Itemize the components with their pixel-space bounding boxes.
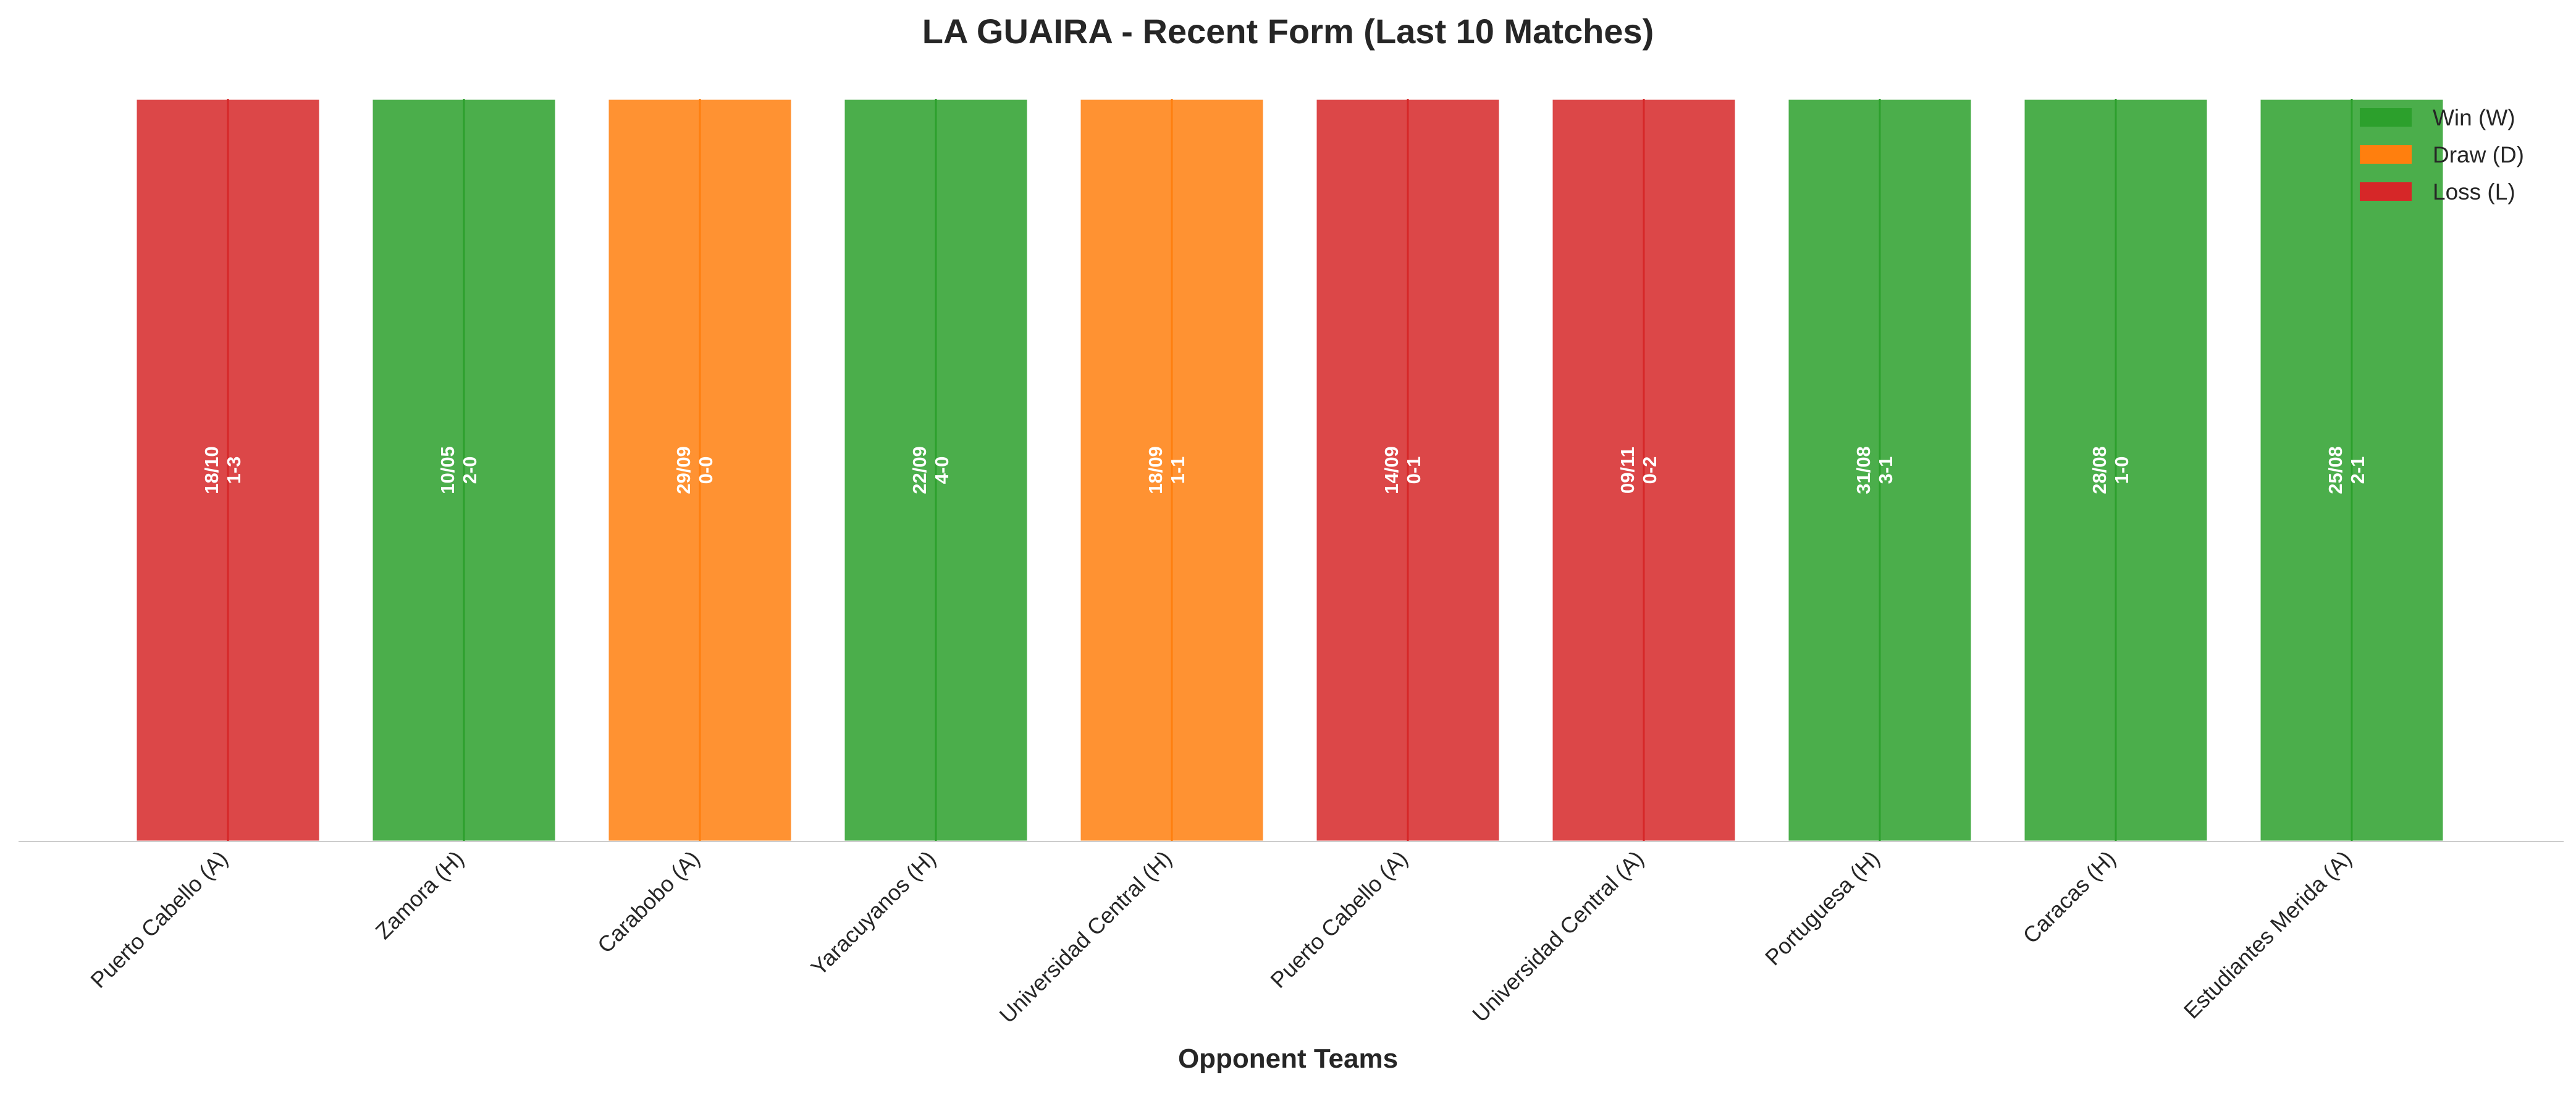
x-tick-label-3: Carabobo (A) (592, 846, 705, 958)
bar-date-label-1: 18/10 (201, 446, 222, 494)
legend-label-l: Loss (L) (2433, 179, 2515, 205)
x-axis-label: Opponent Teams (1178, 1044, 1398, 1074)
bar-date-label-6: 14/09 (1381, 446, 1402, 494)
bar-score-label-8: 3-1 (1875, 457, 1896, 484)
bar-score-label-3: 0-0 (695, 457, 717, 484)
legend-label-w: Win (W) (2433, 105, 2515, 130)
bar-score-label-2: 2-0 (459, 457, 481, 484)
x-tick-label-6: Puerto Cabello (A) (1265, 846, 1412, 993)
bar-score-label-4: 4-0 (931, 457, 953, 484)
bars-layer (135, 98, 2445, 843)
bar-labels-layer: 18/10 1-3 10/05 2-0 29/09 0-0 22/09 4-0 18/09 1-1… (201, 446, 2368, 494)
x-tick-label-8: Portuguesa (H) (1760, 846, 1885, 971)
legend: Win (W) Draw (D) Loss (L) (2360, 105, 2524, 205)
bar-date-label-4: 22/09 (909, 446, 930, 494)
bar-score-label-5: 1-1 (1167, 457, 1189, 484)
x-tick-label-1: Puerto Cabello (A) (85, 846, 232, 993)
bar-score-label-1: 1-3 (223, 457, 245, 484)
bar-date-label-2: 10/05 (437, 446, 458, 494)
bar-score-label-9: 1-0 (2111, 457, 2132, 484)
legend-swatch-w (2360, 108, 2412, 127)
bar-date-label-5: 18/09 (1145, 446, 1166, 494)
x-tick-label-2: Zamora (H) (371, 846, 469, 944)
bar-date-label-3: 29/09 (673, 446, 694, 494)
bar-score-label-6: 0-1 (1403, 457, 1425, 484)
x-tick-label-9: Caracas (H) (2018, 846, 2120, 948)
bar-score-label-7: 0-2 (1639, 457, 1661, 484)
legend-label-d: Draw (D) (2433, 142, 2524, 167)
x-tick-label-10: Estudiantes Merida (A) (2179, 846, 2357, 1024)
legend-swatch-d (2360, 145, 2412, 164)
x-tick-label-5: Universidad Central (H) (995, 846, 1177, 1028)
bar-date-label-8: 31/08 (1853, 446, 1874, 494)
legend-swatch-l (2360, 182, 2412, 201)
bar-date-label-10: 25/08 (2325, 446, 2346, 494)
x-tick-labels: Puerto Cabello (A) Zamora (H) Carabobo (A)… (85, 846, 2356, 1028)
x-tick-label-7: Universidad Central (A) (1467, 846, 1649, 1028)
x-tick-label-4: Yaracuyanos (H) (806, 846, 941, 981)
bar-score-label-10: 2-1 (2347, 457, 2368, 484)
bar-date-label-7: 09/11 (1617, 447, 1638, 494)
chart-title: LA GUAIRA - Recent Form (Last 10 Matches… (922, 12, 1654, 51)
bar-date-label-9: 28/08 (2089, 446, 2110, 494)
